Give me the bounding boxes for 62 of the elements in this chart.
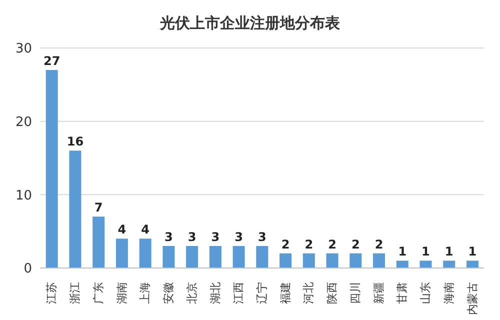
bar [116,238,128,268]
x-tick-label: 上海 [138,282,152,304]
bar [466,260,478,268]
bar [46,70,58,268]
x-tick-label: 江西 [232,282,246,304]
x-tick-label: 陕西 [326,282,339,304]
data-label: 7 [94,200,103,215]
x-tick-label: 甘肃 [396,282,409,304]
data-label: 1 [398,244,407,259]
bar [280,253,292,268]
data-label: 3 [234,230,243,244]
bar [69,150,82,268]
data-label: 2 [351,237,360,252]
x-tick-label: 四川 [348,282,362,304]
x-tick-label: 福建 [278,282,292,304]
bar [256,246,268,268]
data-label: 4 [118,222,126,237]
bar [302,253,315,268]
data-label: 3 [258,230,266,244]
bar [420,260,432,268]
x-tick-label: 江苏 [45,282,58,304]
x-tick-label: 湖南 [115,282,128,304]
data-label: 2 [304,237,314,252]
x-tick-label: 安徽 [162,282,176,304]
data-label: 1 [444,244,454,259]
data-label: 2 [328,237,336,252]
bar [232,246,245,268]
data-label: 27 [43,54,60,68]
bar [92,216,105,268]
data-label: 3 [211,230,220,244]
bar [396,260,408,268]
bar [443,260,456,268]
x-tick-label: 海南 [442,282,456,304]
data-label: 16 [66,134,84,149]
x-tick-label: 内蒙古 [466,282,479,315]
x-tick-label: 北京 [185,282,198,304]
x-tick-label: 辽宁 [256,282,268,304]
bar [162,246,175,268]
y-tick-label: 30 [15,42,32,57]
data-label: 3 [164,230,173,244]
bar [209,246,222,268]
data-label: 3 [188,230,196,244]
x-tick-label: 河北 [302,282,316,304]
data-label: 2 [281,237,290,252]
bar [326,253,338,268]
y-tick-label: 0 [24,262,32,277]
y-tick-label: 10 [15,188,32,204]
chart-title: 光伏上市企业注册地分布表 [158,13,341,34]
x-tick-label: 湖北 [208,282,222,304]
data-label: 4 [141,222,150,237]
x-tick-label: 新疆 [372,282,386,304]
bar [373,253,385,268]
x-tick-label: 山东 [419,282,432,304]
bar [350,253,362,268]
bar [139,238,152,268]
x-tick-label: 广东 [92,282,105,304]
data-label: 1 [468,244,477,259]
data-label: 2 [374,237,384,252]
data-label: 1 [422,244,430,259]
bar [186,246,198,268]
y-tick-label: 20 [15,114,32,130]
x-tick-label: 浙江 [68,282,82,304]
